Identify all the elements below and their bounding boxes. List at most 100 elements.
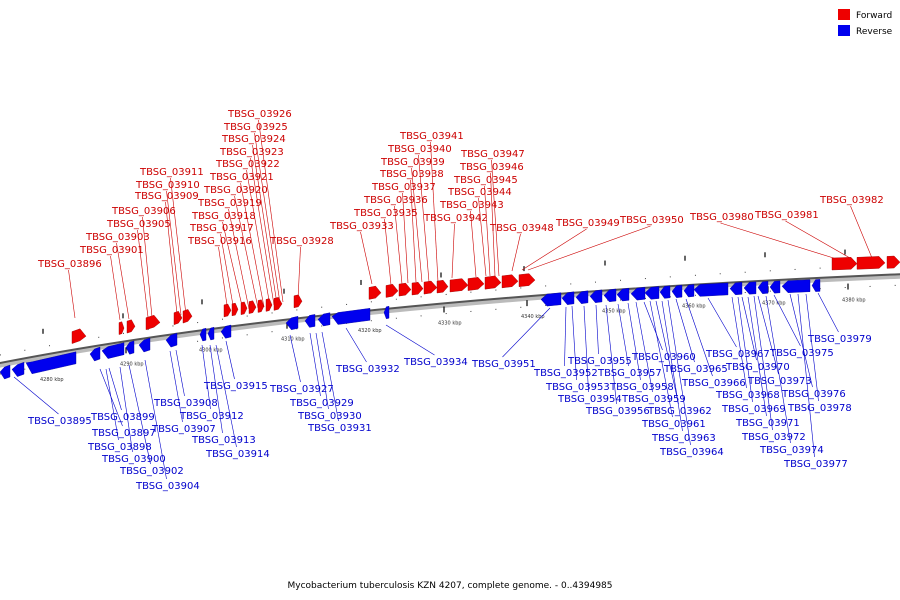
reverse-gene-label: TBSG_03934 — [403, 357, 468, 368]
gene-labels: TBSG_03896 TBSG_03901 TBSG_03903 TBSG_03905… — [27, 109, 884, 492]
reverse-gene-arrow — [25, 351, 77, 375]
forward-gene-label: TBSG_03946 — [459, 162, 524, 173]
label-leader-line — [394, 205, 403, 285]
label-leader-line — [252, 144, 278, 305]
reverse-gene-label: TBSG_03970 — [725, 362, 790, 373]
label-leader-line — [617, 303, 629, 367]
label-leader-line — [222, 221, 244, 311]
forward-gene-arrow — [831, 257, 858, 271]
reverse-gene-label: TBSG_03973 — [747, 376, 812, 387]
label-leader-line — [402, 192, 409, 284]
label-leader-line — [234, 195, 259, 309]
label-leader-line — [218, 246, 229, 313]
label-leader-line — [502, 307, 551, 358]
reverse-gene-label: TBSG_03932 — [335, 364, 400, 375]
forward-gene-arrow — [518, 273, 536, 287]
reverse-gene-arrow — [769, 280, 781, 294]
forward-gene-label: TBSG_03948 — [489, 223, 554, 234]
reverse-gene-label: TBSG_03974 — [759, 445, 824, 456]
forward-gene-arrow — [231, 302, 239, 317]
reverse-gene-label: TBSG_03954 — [557, 394, 622, 405]
forward-gene-arrow — [501, 274, 519, 289]
forward-gene-arrow — [293, 294, 303, 309]
reverse-gene-label: TBSG_03915 — [203, 381, 268, 392]
forward-gene-label: TBSG_03909 — [134, 191, 199, 202]
label-leader-line — [789, 293, 813, 388]
reverse-gene-arrow — [781, 279, 811, 293]
forward-gene-arrow — [223, 303, 232, 318]
forward-gene-label: TBSG_03950 — [619, 215, 684, 226]
reverse-gene-label: TBSG_03931 — [307, 423, 372, 434]
reverse-gene-label: TBSG_03957 — [597, 368, 662, 379]
reverse-gene-arrow — [659, 285, 671, 299]
reverse-gene-arrow — [671, 284, 683, 298]
forward-gene-label: TBSG_03982 — [819, 195, 884, 206]
label-leader-line — [521, 228, 587, 271]
forward-gene-arrow — [265, 298, 273, 312]
reverse-gene-arrow — [11, 361, 25, 377]
kbp-tick-label: 4280 kbp — [40, 377, 64, 383]
forward-gene-arrow — [182, 309, 193, 324]
kbp-tick-label: 4360 kbp — [682, 304, 706, 310]
forward-gene-label: TBSG_03896 — [37, 259, 102, 270]
label-leader-line — [240, 182, 265, 308]
legend-forward-label: Forward — [856, 11, 892, 21]
reverse-gene-arrow — [743, 281, 757, 295]
backbone-line — [0, 273, 900, 365]
label-leader-line — [169, 350, 183, 423]
reverse-gene-label: TBSG_03962 — [647, 406, 712, 417]
forward-gene-arrow — [484, 275, 502, 290]
reverse-gene-label: TBSG_03951 — [471, 359, 536, 370]
label-leader-line — [209, 344, 223, 434]
reverse-gene-label: TBSG_03978 — [787, 403, 852, 414]
forward-gene-arrow — [368, 285, 382, 300]
forward-gene-arrow — [398, 282, 412, 297]
reverse-gene-label: TBSG_03904 — [135, 481, 200, 492]
kbp-tick-label: 4330 kbp — [438, 320, 462, 326]
label-leader-line — [321, 331, 339, 422]
reverse-gene-label: TBSG_03929 — [289, 398, 354, 409]
reverse-gene-label: TBSG_03900 — [101, 454, 166, 465]
label-leader-line — [13, 376, 59, 415]
forward-gene-arrow — [385, 283, 399, 298]
forward-gene-label: TBSG_03980 — [689, 212, 754, 223]
forward-gene-label: TBSG_03936 — [363, 195, 428, 206]
forward-gene-label: TBSG_03917 — [189, 223, 254, 234]
reverse-gene-arrow — [575, 290, 589, 304]
forward-gene-label: TBSG_03933 — [329, 221, 394, 232]
label-leader-line — [707, 297, 737, 348]
reverse-gene-label: TBSG_03908 — [153, 398, 218, 409]
reverse-gene-label: TBSG_03898 — [87, 442, 152, 453]
forward-gene-label: TBSG_03949 — [555, 218, 620, 229]
kbp-tick-label: 4310 kbp — [281, 337, 305, 343]
reverse-gene-arrow — [138, 337, 151, 353]
label-leader-line — [345, 327, 367, 363]
reverse-gene-arrow — [125, 340, 135, 355]
label-leader-line — [765, 295, 791, 444]
forward-gene-label: TBSG_03921 — [209, 172, 274, 183]
label-leader-line — [773, 294, 801, 347]
label-leader-line — [655, 300, 679, 405]
reverse-gene-label: TBSG_03972 — [741, 432, 806, 443]
reverse-gene-arrow — [589, 289, 603, 303]
label-leader-line — [720, 222, 841, 261]
reverse-gene-label: TBSG_03895 — [27, 416, 92, 427]
label-leader-line — [250, 157, 275, 306]
label-leader-line — [297, 246, 301, 301]
label-leader-line — [817, 292, 839, 333]
reverse-gene-label: TBSG_03975 — [769, 348, 834, 359]
reverse-gene-arrow — [285, 316, 299, 331]
forward-gene-label: TBSG_03928 — [269, 236, 334, 247]
gene-arrows — [0, 255, 900, 380]
forward-gene-arrow — [423, 280, 438, 295]
label-leader-line — [170, 177, 187, 316]
reverse-gene-label: TBSG_03969 — [721, 404, 786, 415]
reverse-gene-label: TBSG_03913 — [191, 435, 256, 446]
label-leader-line — [850, 205, 873, 259]
label-leader-line — [511, 233, 521, 272]
label-leader-line — [246, 169, 271, 307]
label-leader-line — [635, 301, 653, 393]
backbone-shadow — [0, 273, 900, 368]
forward-gene-arrow — [436, 279, 449, 294]
forward-gene-arrow — [248, 300, 257, 314]
